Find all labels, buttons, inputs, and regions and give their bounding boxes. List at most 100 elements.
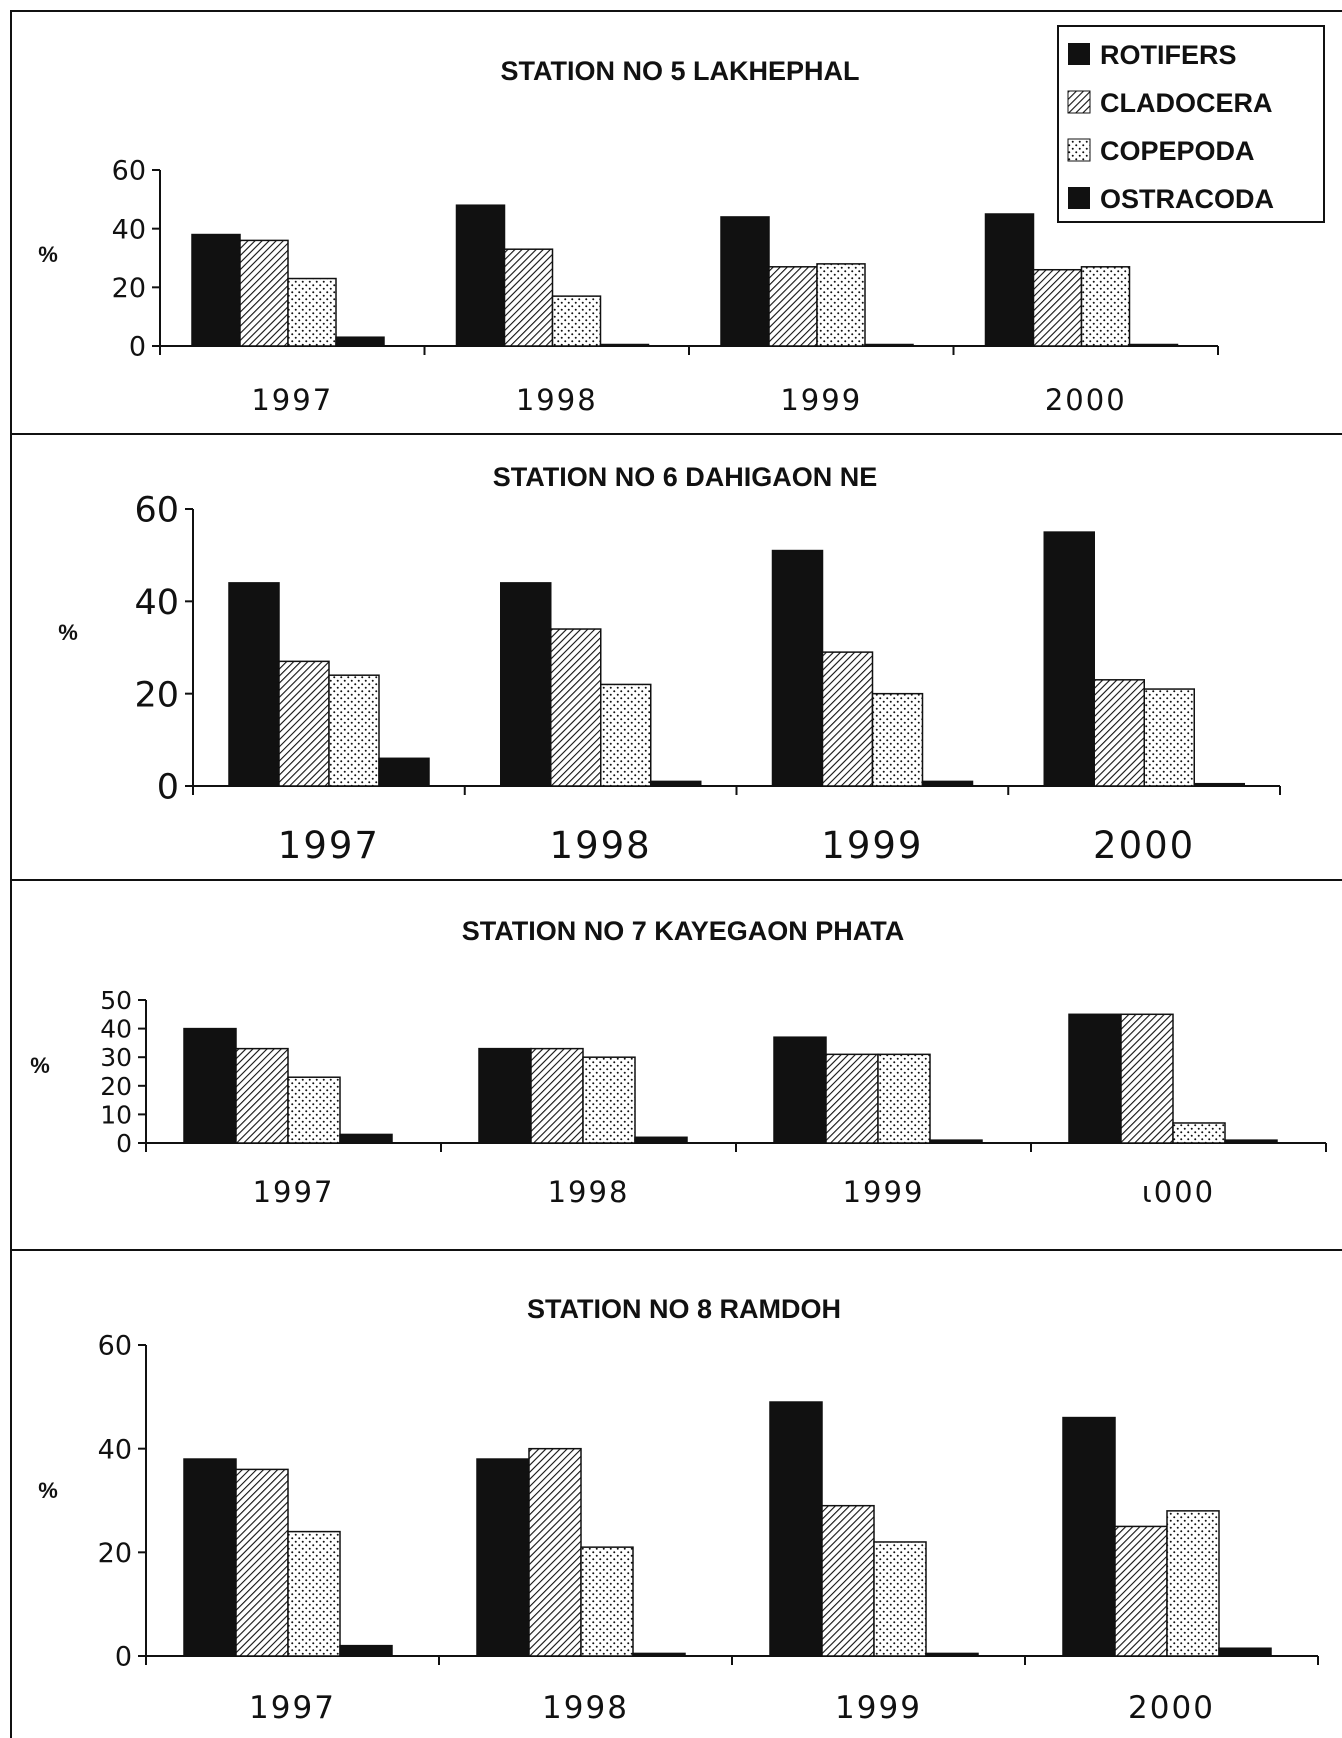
y-tick-label: 0 — [116, 1129, 132, 1158]
x-tick-label: 2000 — [1045, 383, 1127, 417]
y-axis-label: % — [30, 1053, 50, 1078]
bar-copepoda — [1166, 1510, 1220, 1657]
bar-ostracoda — [339, 1133, 393, 1144]
y-tick-label: 60 — [98, 1331, 132, 1362]
bar-cladocera — [235, 1468, 289, 1657]
y-tick-label: 20 — [100, 1072, 132, 1101]
figure-frame — [10, 10, 1342, 1738]
y-axis-label: % — [38, 1478, 58, 1503]
bar-rotifers — [984, 213, 1035, 347]
x-tick-label: 1997 — [249, 1690, 336, 1726]
bar-copepoda — [1080, 266, 1131, 347]
bar-rotifers — [183, 1458, 237, 1657]
bar-cladocera — [530, 1047, 584, 1144]
y-tick-label: 60 — [134, 491, 179, 531]
bar-ostracoda — [1193, 782, 1245, 787]
bar-cladocera — [550, 628, 602, 787]
bar-cladocera — [1120, 1013, 1174, 1144]
y-tick-label: 20 — [98, 1538, 132, 1569]
bar-copepoda — [551, 295, 602, 347]
plot-area: 0 20 40 60 1997 1998 1999 2000 — [134, 491, 1281, 867]
y-tick-label: 30 — [100, 1043, 132, 1072]
bar-ostracoda — [925, 1652, 979, 1657]
legend-label: ROTIFERS — [1100, 40, 1237, 70]
bar-rotifers — [773, 1036, 827, 1144]
bar-ostracoda — [921, 780, 974, 787]
bar-cladocera — [235, 1047, 289, 1144]
y-tick-label: 60 — [112, 156, 146, 187]
legend-swatch-rotifers — [1068, 43, 1090, 65]
y-tick-label: 40 — [134, 583, 179, 623]
bar-ostracoda — [1128, 343, 1179, 347]
bar-cladocera — [1032, 268, 1083, 347]
bar-ostracoda — [378, 757, 430, 787]
bar-rotifers — [191, 233, 241, 347]
bar-copepoda — [287, 1076, 341, 1144]
bar-ostracoda — [335, 336, 385, 347]
y-tick-label: 40 — [100, 1015, 132, 1044]
chart-title: STATION NO 8 RAMDOH — [527, 1294, 841, 1324]
bar-ostracoda — [1224, 1139, 1278, 1144]
bar-copepoda — [287, 277, 337, 347]
x-tick-label: 1999 — [821, 824, 923, 867]
bar-rotifers — [1043, 531, 1095, 787]
bar-ostracoda — [339, 1644, 393, 1657]
legend-label: CLADOCERA — [1100, 88, 1273, 118]
bar-cladocera — [825, 1053, 879, 1144]
x-tick-label: 2000 — [1128, 1690, 1215, 1726]
bar-copepoda — [816, 263, 866, 347]
y-tick-label: 10 — [100, 1100, 132, 1129]
bar-ostracoda — [1218, 1647, 1272, 1657]
bar-rotifers — [1062, 1416, 1116, 1657]
legend-swatch-cladocera — [1067, 90, 1091, 114]
chart-title: STATION NO 5 LAKHEPHAL — [500, 56, 859, 86]
bar-ostracoda — [864, 343, 914, 347]
x-tick-label: 2000 — [1093, 824, 1195, 867]
y-tick-label: 0 — [129, 332, 146, 363]
bar-copepoda — [287, 1530, 341, 1657]
bar-copepoda — [328, 674, 380, 787]
bar-cladocera — [1093, 679, 1145, 787]
bar-copepoda — [582, 1056, 636, 1144]
bar-ostracoda — [632, 1652, 686, 1657]
bar-cladocera — [239, 239, 289, 347]
x-tick-label: 1998 — [550, 824, 652, 867]
bar-cladocera — [821, 1504, 875, 1657]
x-tick-label: ι000 — [1142, 1175, 1215, 1209]
y-tick-label: 40 — [112, 214, 146, 245]
y-tick-label: 20 — [112, 273, 146, 304]
bar-rotifers — [228, 582, 280, 787]
x-tick-label: 1998 — [542, 1690, 629, 1726]
legend-box — [1057, 25, 1325, 223]
plot-area: 0 20 40 60 1997 1998 1999 2000 — [98, 1331, 1319, 1726]
bar-rotifers — [478, 1047, 532, 1144]
x-tick-label: 1997 — [278, 824, 380, 867]
plot-area: 0 20 40 60 1997 1998 1999 2000 — [112, 156, 1219, 417]
y-axis-label: % — [58, 620, 78, 645]
y-tick-label: 40 — [98, 1434, 132, 1465]
bar-cladocera — [768, 266, 818, 347]
legend: ROTIFERS CLADOCERA COPEPODA OSTRACODA — [1057, 25, 1325, 223]
bar-cladocera — [1114, 1525, 1168, 1657]
y-tick-label: 0 — [115, 1642, 132, 1673]
x-tick-label: 1999 — [843, 1175, 925, 1209]
x-tick-label: 1997 — [253, 1175, 335, 1209]
bar-copepoda — [600, 683, 652, 787]
y-tick-label: 20 — [134, 675, 179, 715]
legend-label: OSTRACODA — [1100, 184, 1274, 214]
bar-ostracoda — [929, 1139, 983, 1144]
x-tick-label: 1997 — [251, 383, 333, 417]
bar-copepoda — [871, 692, 924, 787]
y-tick-label: 50 — [100, 986, 132, 1015]
bar-copepoda — [873, 1541, 927, 1657]
bar-ostracoda — [599, 343, 650, 347]
bar-rotifers — [720, 216, 770, 347]
y-tick-label: 0 — [157, 768, 179, 808]
legend-swatch-ostracoda — [1068, 187, 1090, 209]
panel-station-6: STATION NO 6 DAHIGAON NE % 0 20 40 60 1997 19… — [58, 462, 1281, 867]
chart-title: STATION NO 7 KAYEGAON PHATA — [462, 916, 905, 946]
panel-station-8: STATION NO 8 RAMDOH % 0 20 40 60 1997 1998 199… — [38, 1294, 1319, 1726]
bar-rotifers — [769, 1401, 823, 1657]
chart-title: STATION NO 6 DAHIGAON NE — [493, 462, 878, 492]
